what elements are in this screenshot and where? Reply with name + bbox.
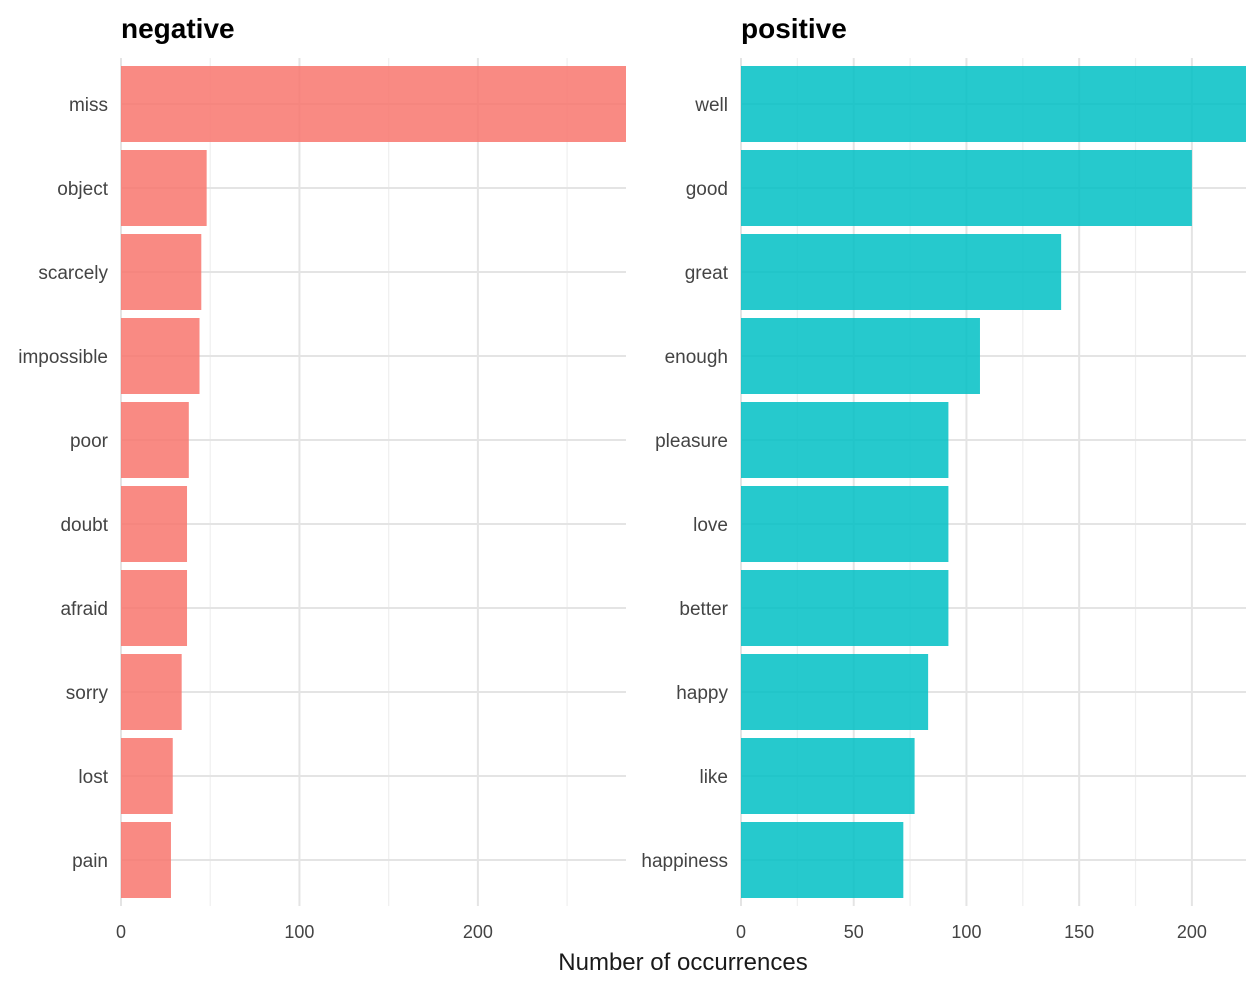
category-label: great	[685, 263, 729, 284]
bar-afraid	[121, 570, 188, 646]
category-label: impossible	[18, 347, 108, 368]
bar-sorry	[121, 654, 182, 730]
bar-lost	[121, 738, 173, 814]
category-label: enough	[665, 347, 728, 368]
x-tick-label: 200	[463, 922, 493, 942]
category-label: pain	[72, 851, 108, 872]
panel-title: positive	[741, 13, 847, 44]
bar-poor	[121, 402, 189, 478]
category-label: poor	[70, 431, 109, 452]
category-label: better	[679, 599, 728, 620]
bar-object	[121, 150, 207, 226]
bar-pleasure	[741, 402, 949, 478]
bar-scarcely	[121, 234, 202, 310]
category-label: happiness	[641, 851, 728, 872]
category-label: good	[686, 179, 728, 200]
bar-pain	[121, 822, 171, 898]
bar-doubt	[121, 486, 188, 562]
bar-good	[741, 150, 1192, 226]
category-label: doubt	[60, 515, 108, 536]
category-label: scarcely	[38, 263, 108, 284]
category-label: love	[693, 515, 728, 536]
x-tick-label: 0	[116, 922, 126, 942]
category-label: like	[699, 767, 728, 788]
category-label: pleasure	[655, 431, 728, 452]
x-tick-label: 150	[1064, 922, 1094, 942]
x-tick-label: 200	[1177, 922, 1207, 942]
panel-positive: positive well good great enough pleasure love b…	[641, 13, 1246, 942]
bar-great	[741, 234, 1062, 310]
x-tick-label: 50	[844, 922, 864, 942]
category-label: happy	[676, 683, 728, 704]
category-label: lost	[78, 767, 108, 788]
bar-miss	[121, 66, 626, 142]
category-label: afraid	[60, 599, 108, 620]
bar-impossible	[121, 318, 200, 394]
panel-title: negative	[121, 13, 235, 44]
category-label: object	[57, 179, 108, 200]
bar-love	[741, 486, 949, 562]
bar-happy	[741, 654, 929, 730]
x-axis-title: Number of occurrences	[558, 949, 807, 976]
category-label: sorry	[66, 683, 109, 704]
x-tick-label: 100	[284, 922, 314, 942]
bar-well	[741, 66, 1246, 142]
panel-negative: negative miss object scarcely impossible poor…	[18, 13, 626, 942]
bar-better	[741, 570, 949, 646]
x-tick-label: 0	[736, 922, 746, 942]
category-label: miss	[69, 95, 108, 116]
x-tick-label: 100	[951, 922, 981, 942]
bar-happiness	[741, 822, 904, 898]
bar-like	[741, 738, 915, 814]
category-label: well	[694, 95, 728, 116]
bar-enough	[741, 318, 980, 394]
